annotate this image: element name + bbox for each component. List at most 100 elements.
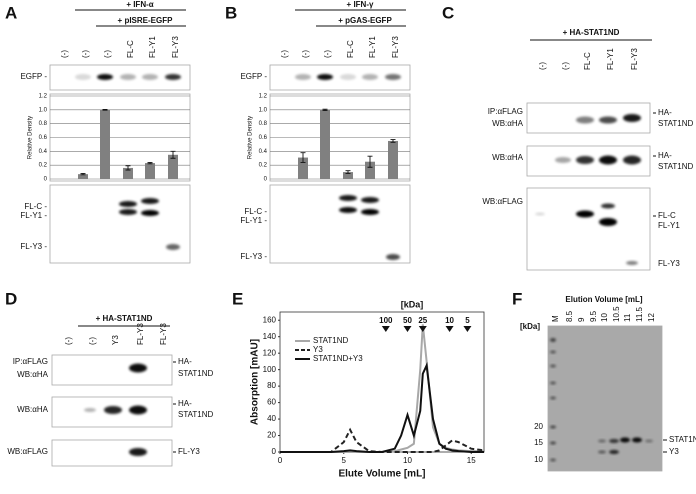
lane-label: FL-C (346, 40, 355, 58)
lane-label: (-) (280, 50, 289, 58)
lane-label: (-) (301, 50, 310, 58)
y-tick-label: 120 (263, 348, 277, 357)
band (599, 116, 617, 124)
legend-label: Y3 (313, 345, 323, 354)
band (576, 156, 594, 164)
marker-label: 50 (403, 316, 412, 325)
band (601, 203, 615, 209)
y-tick-label: 0.8 (39, 121, 48, 127)
lane-label: (-) (103, 50, 112, 58)
lane-label: FL-Y1 (606, 48, 615, 70)
blot-left-label: IP:αFLAG (488, 107, 523, 116)
lane-label: Y3 (111, 335, 120, 345)
marker-label: 100 (379, 316, 393, 325)
blot-right-label: STAT1ND (178, 369, 213, 378)
band (632, 437, 642, 443)
band (550, 441, 556, 445)
treatment: + IFN-γ (347, 0, 374, 9)
band (550, 396, 556, 400)
band (535, 212, 545, 216)
error-bar (147, 161, 153, 165)
lane-label: FL-Y3 (171, 36, 180, 58)
lane-label: 10.5 (612, 306, 621, 322)
panel-letter: C (442, 3, 454, 22)
blot-label: EGFP - (240, 72, 267, 81)
lane-label: (-) (81, 50, 90, 58)
error-bar (170, 150, 176, 159)
panel-letter: F (512, 289, 522, 308)
bar (320, 109, 330, 179)
marker-arrow (445, 326, 454, 332)
error-bar (322, 108, 328, 111)
lane-label: (-) (60, 50, 69, 58)
legend-label: STAT1ND+Y3 (313, 354, 363, 363)
bar (298, 157, 308, 179)
bar (388, 140, 398, 179)
lane-label: 10 (600, 313, 609, 322)
band (166, 244, 180, 250)
band (317, 74, 333, 80)
lane-label: (-) (538, 62, 547, 70)
lane-label: 8.5 (565, 310, 574, 322)
legend-label: STAT1ND (313, 336, 348, 345)
blot-right-label: FL-C (658, 211, 676, 220)
y-tick-label: 60 (267, 398, 276, 407)
y-tick-label: 140 (263, 332, 277, 341)
blot (547, 325, 663, 472)
lane-label: FL-Y1 (148, 36, 157, 58)
y-tick-label: 0.4 (259, 149, 268, 155)
y-axis-label: Relative Density (248, 116, 254, 159)
marker-arrow (418, 326, 427, 332)
x-tick-label: 0 (278, 456, 283, 465)
band (385, 74, 401, 80)
panel-letter: B (225, 3, 237, 22)
blot-right-label: FL-Y3 (658, 259, 680, 268)
band-label: FL-Y1 - (20, 211, 47, 220)
blot-left-label: WB:αFLAG (482, 197, 523, 206)
lane-label: FL-Y3 (159, 323, 168, 345)
error-bar (390, 139, 396, 143)
lane-label: FL-Y3 (136, 323, 145, 345)
lane-label: FL-Y3 (391, 36, 400, 58)
band (142, 74, 158, 80)
y-tick-label: 100 (263, 365, 277, 374)
lane-label: (-) (561, 62, 570, 70)
band (598, 439, 606, 443)
band (550, 338, 556, 342)
y-tick-label: 0.6 (259, 135, 268, 141)
band (599, 155, 617, 165)
blot-right-label: FL-Y1 (658, 221, 680, 230)
treatment: + pISRE-EGFP (118, 16, 174, 25)
band-label: FL-Y3 - (240, 252, 267, 261)
gel-title: Elution Volume [mL] (565, 295, 643, 304)
lane-label: FL-C (126, 40, 135, 58)
blot-right-label: FL-Y3 (178, 447, 200, 456)
error-bar (367, 155, 373, 168)
band (141, 210, 159, 216)
band (598, 450, 606, 454)
band-label: FL-C - (24, 202, 47, 211)
band (623, 114, 641, 122)
band (104, 406, 122, 414)
band (97, 74, 113, 80)
y-tick-label: 160 (263, 315, 277, 324)
band (576, 210, 594, 218)
blot-left-label: WB:αHA (17, 370, 49, 379)
lane-label: 12 (647, 313, 656, 322)
bar (365, 161, 375, 179)
blot-right-label: STAT1ND (658, 119, 693, 128)
band (129, 405, 147, 415)
y-tick-label: 1.0 (39, 107, 48, 113)
band (555, 157, 571, 163)
error-bar (300, 152, 306, 163)
band (386, 254, 400, 260)
lane-label: 9.5 (589, 310, 598, 322)
band (550, 350, 556, 354)
y-tick-label: 1.0 (259, 107, 268, 113)
band-label: FL-Y1 - (240, 216, 267, 225)
x-tick-label: 10 (403, 456, 412, 465)
band (75, 74, 91, 80)
lane-label: (-) (323, 50, 332, 58)
bar (123, 167, 133, 179)
error-bar (102, 109, 108, 111)
